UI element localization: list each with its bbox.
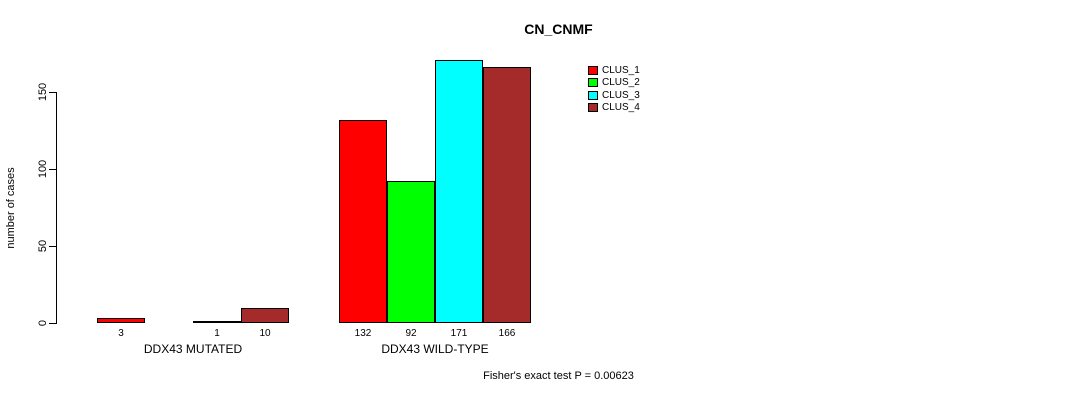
bar-value-label: 132 <box>354 328 372 339</box>
fisher-test-annotation: Fisher's exact test P = 0.00623 <box>483 370 634 382</box>
bar-value-label: 171 <box>450 328 468 339</box>
bar-clus_1-mutated <box>97 318 145 323</box>
y-axis-title: number of cases <box>5 166 17 249</box>
y-axis-line <box>56 92 57 324</box>
chart-title: CN_CNMF <box>524 21 593 37</box>
legend-label: CLUS_1 <box>602 65 640 76</box>
bar-clus_3-wild-type <box>435 60 483 323</box>
bar-clus_3-mutated <box>193 321 241 323</box>
legend-swatch-icon <box>588 90 598 100</box>
y-tick <box>49 169 56 170</box>
y-tick-label: 100 <box>37 159 49 179</box>
bar-clus_4-mutated <box>241 308 289 323</box>
y-tick-label: 150 <box>37 82 49 102</box>
legend-label: CLUS_2 <box>602 77 640 89</box>
y-tick <box>49 323 56 324</box>
group-label: DDX43 WILD-TYPE <box>381 342 489 356</box>
bar-clus_2-wild-type <box>387 181 435 323</box>
legend-label: CLUS_3 <box>602 89 640 101</box>
bar-value-label: 10 <box>259 328 271 339</box>
bar-clus_1-wild-type <box>339 120 387 323</box>
legend-swatch-icon <box>588 66 598 75</box>
y-tick <box>49 246 56 247</box>
legend-swatch-icon <box>588 78 598 88</box>
legend-label: CLUS_4 <box>602 102 640 114</box>
bar-value-label: 3 <box>118 328 124 339</box>
bar-clus_4-wild-type <box>483 67 531 323</box>
legend-swatch-icon <box>588 103 598 113</box>
bar-value-label: 92 <box>405 328 417 339</box>
y-tick <box>49 92 56 93</box>
y-tick-label: 50 <box>37 239 49 253</box>
bar-value-label: 166 <box>498 328 516 339</box>
group-label: DDX43 MUTATED <box>143 342 243 356</box>
y-tick-label: 0 <box>37 319 49 327</box>
bar-value-label: 1 <box>214 328 220 339</box>
